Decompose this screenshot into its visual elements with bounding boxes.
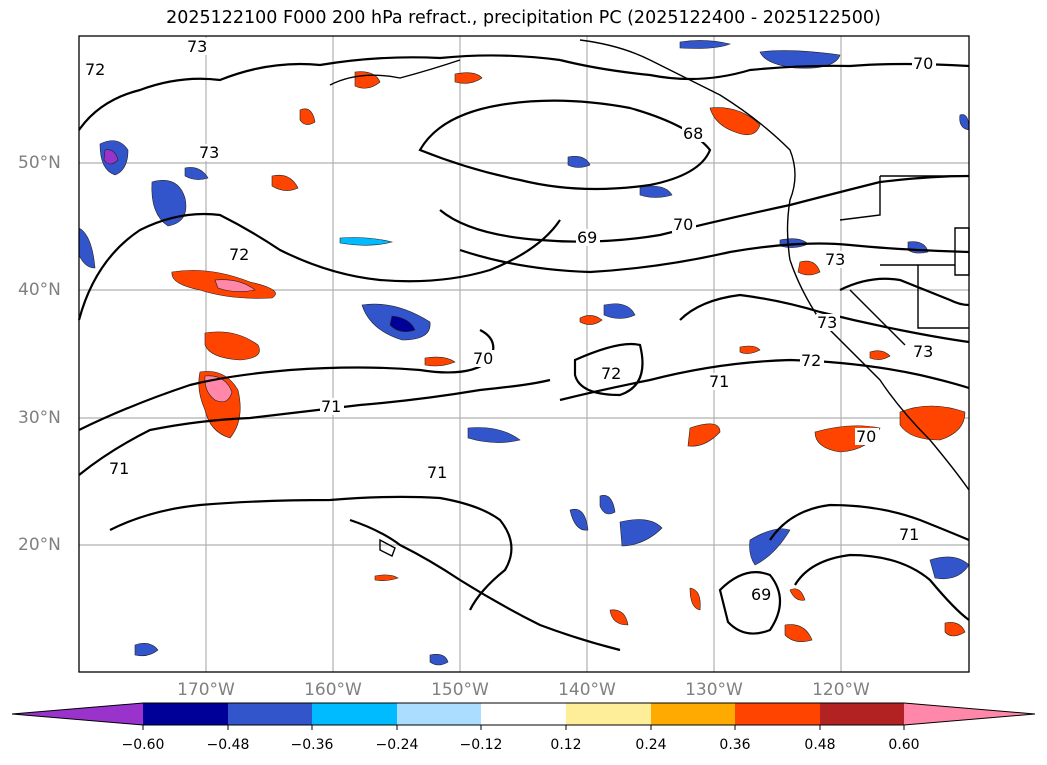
colorbar-swatch [12, 703, 143, 725]
contour-label: 70 [856, 427, 876, 446]
colorbar-tick-label: −0.36 [290, 737, 334, 753]
lon-label-150w: 150°W [431, 680, 489, 700]
map-plot: 72 73 73 68 70 69 70 72 73 73 73 72 70 7… [77, 35, 970, 673]
contour-label: 70 [673, 215, 693, 234]
colorbar-swatch [820, 703, 904, 725]
colorbar-swatch [566, 703, 651, 725]
colorbar-swatch [481, 703, 566, 725]
contour-label: 73 [199, 143, 219, 162]
contour-label: 72 [85, 60, 105, 79]
precip-positive [171, 71, 966, 642]
colorbar-swatch [143, 703, 228, 725]
lon-label-140w: 140°W [558, 680, 616, 700]
contour-label: 72 [601, 364, 621, 383]
colorbar-tick-label: −0.24 [375, 737, 419, 753]
contour-label: 69 [751, 585, 771, 604]
colorbar-swatch [904, 703, 1035, 725]
contour-label: 70 [473, 349, 493, 368]
lon-label-170w: 170°W [177, 680, 235, 700]
colorbar-tick-label: 0.24 [635, 737, 667, 753]
contour-label: 72 [801, 351, 821, 370]
lon-label-130w: 130°W [685, 680, 743, 700]
lon-label-120w: 120°W [812, 680, 870, 700]
graticule [79, 36, 969, 672]
colorbar-swatch [651, 703, 735, 725]
contour-label: 71 [427, 463, 447, 482]
coastlines [329, 39, 970, 557]
contour-label: 71 [321, 397, 341, 416]
map-frame [78, 35, 970, 673]
colorbar-swatch [735, 703, 820, 725]
contour-label: 71 [899, 525, 919, 544]
colorbar-tick-label: −0.12 [459, 737, 503, 753]
contour-label: 69 [577, 228, 597, 247]
lat-label-50n: 50°N [18, 153, 61, 173]
contour-label: 73 [825, 250, 845, 269]
colorbar-tick-label: −0.48 [206, 737, 250, 753]
colorbar-swatch [397, 703, 481, 725]
colorbar-tick-label: 0.48 [804, 737, 836, 753]
lon-label-160w: 160°W [304, 680, 362, 700]
colorbar-tick-label: −0.60 [121, 737, 165, 753]
contour-label: 73 [913, 342, 933, 361]
contour-label: 70 [913, 54, 933, 73]
contour-label: 71 [709, 372, 729, 391]
contour-label: 71 [109, 459, 129, 478]
contour-label: 72 [229, 245, 249, 264]
contour-label: 68 [683, 124, 703, 143]
colorbar-swatch [312, 703, 397, 725]
lat-label-20n: 20°N [18, 535, 61, 555]
refractivity-contours [77, 54, 970, 652]
contour-label-group: 72 73 73 68 70 69 70 72 73 73 73 72 70 7… [85, 37, 936, 604]
colorbar [11, 702, 1036, 730]
contour-label: 73 [187, 37, 207, 56]
map-title: 2025122100 F000 200 hPa refract., precip… [166, 8, 881, 28]
precip-negative [78, 40, 970, 666]
colorbar-swatch [228, 703, 312, 725]
lat-label-40n: 40°N [18, 280, 61, 300]
colorbar-tick-label: 0.36 [719, 737, 751, 753]
contour-label: 73 [817, 313, 837, 332]
colorbar-tick-label: 0.12 [550, 737, 582, 753]
colorbar-tick-label: 0.60 [888, 737, 920, 753]
lat-label-30n: 30°N [18, 408, 61, 428]
